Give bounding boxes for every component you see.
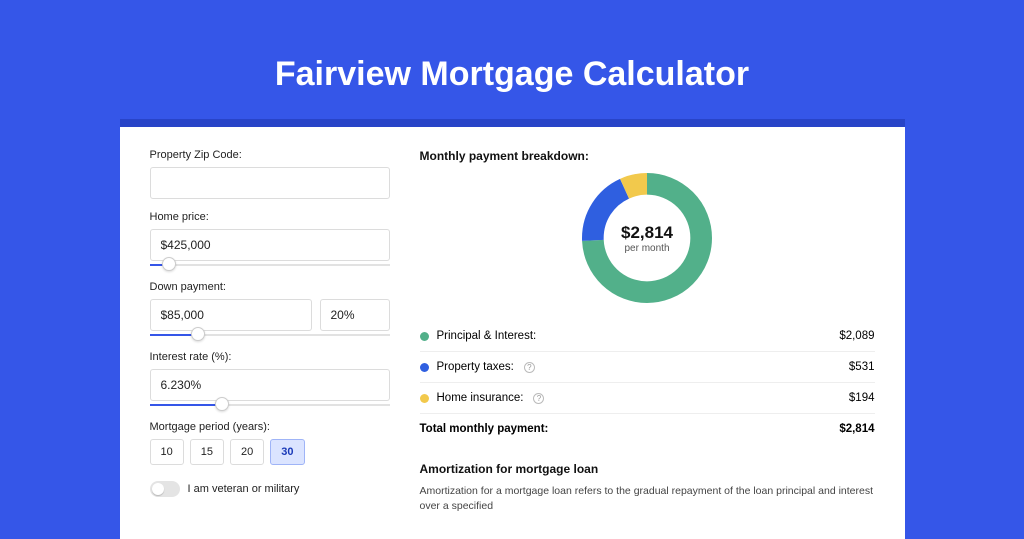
color-swatch bbox=[420, 332, 429, 341]
veteran-toggle[interactable] bbox=[150, 481, 180, 497]
period-option-30[interactable]: 30 bbox=[270, 439, 304, 465]
calculator-card: Property Zip Code: Home price: Down paym… bbox=[120, 119, 905, 539]
breakdown-value: $531 bbox=[849, 361, 875, 373]
interest-rate-input[interactable] bbox=[150, 369, 390, 401]
down-payment-percent-input[interactable] bbox=[320, 299, 390, 331]
breakdown-row: Principal & Interest: $2,089 bbox=[420, 321, 875, 352]
inputs-column: Property Zip Code: Home price: Down paym… bbox=[150, 149, 390, 517]
breakdown-label: Home insurance: bbox=[437, 392, 524, 404]
breakdown-label: Property taxes: bbox=[437, 361, 514, 373]
total-label: Total monthly payment: bbox=[420, 423, 549, 435]
breakdown-value: $2,089 bbox=[839, 330, 874, 342]
payment-donut-chart: $2,814 per month bbox=[582, 173, 712, 303]
color-swatch bbox=[420, 394, 429, 403]
zip-input[interactable] bbox=[150, 167, 390, 199]
donut-amount: $2,814 bbox=[621, 223, 673, 243]
breakdown-column: Monthly payment breakdown: $2,814 per mo… bbox=[420, 149, 875, 517]
down-payment-amount-input[interactable] bbox=[150, 299, 312, 331]
breakdown-value: $194 bbox=[849, 392, 875, 404]
total-row: Total monthly payment: $2,814 bbox=[420, 414, 875, 444]
home-price-input[interactable] bbox=[150, 229, 390, 261]
amortization-title: Amortization for mortgage loan bbox=[420, 462, 875, 476]
total-value: $2,814 bbox=[839, 423, 874, 435]
breakdown-label: Principal & Interest: bbox=[437, 330, 537, 342]
page-title: Fairview Mortgage Calculator bbox=[0, 0, 1024, 119]
interest-rate-slider[interactable] bbox=[150, 401, 390, 409]
home-price-label: Home price: bbox=[150, 211, 390, 223]
amortization-text: Amortization for a mortgage loan refers … bbox=[420, 484, 875, 513]
breakdown-title: Monthly payment breakdown: bbox=[420, 149, 875, 163]
info-icon[interactable]: ? bbox=[524, 362, 535, 373]
period-label: Mortgage period (years): bbox=[150, 421, 390, 433]
period-option-15[interactable]: 15 bbox=[190, 439, 224, 465]
info-icon[interactable]: ? bbox=[533, 393, 544, 404]
period-options: 10152030 bbox=[150, 439, 390, 465]
veteran-label: I am veteran or military bbox=[188, 483, 300, 495]
interest-rate-label: Interest rate (%): bbox=[150, 351, 390, 363]
period-option-10[interactable]: 10 bbox=[150, 439, 184, 465]
breakdown-row: Property taxes:? $531 bbox=[420, 352, 875, 383]
down-payment-label: Down payment: bbox=[150, 281, 390, 293]
donut-sub: per month bbox=[624, 243, 669, 254]
period-option-20[interactable]: 20 bbox=[230, 439, 264, 465]
color-swatch bbox=[420, 363, 429, 372]
home-price-slider[interactable] bbox=[150, 261, 390, 269]
zip-label: Property Zip Code: bbox=[150, 149, 390, 161]
breakdown-row: Home insurance:? $194 bbox=[420, 383, 875, 414]
down-payment-slider[interactable] bbox=[150, 331, 390, 339]
